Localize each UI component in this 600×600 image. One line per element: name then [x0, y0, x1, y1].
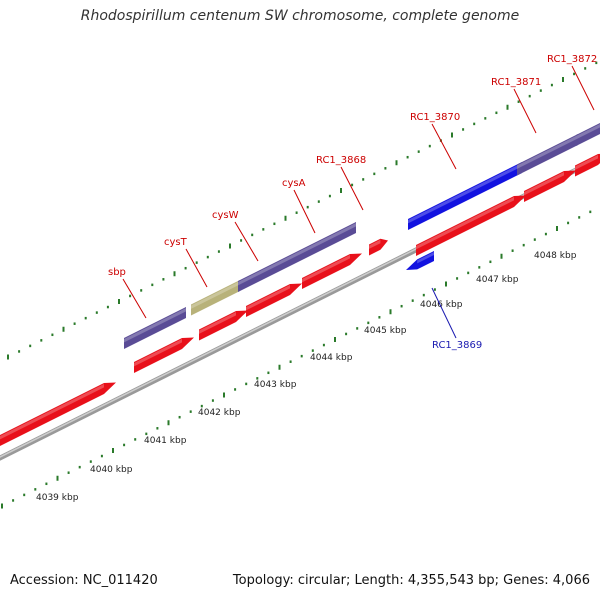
scale-label: 4039 kbp [36, 493, 79, 503]
cds-cysW-highlight [246, 285, 290, 311]
gene-cysA [296, 222, 356, 263]
gene-label-RC1_3872: RC1_3872 [547, 54, 597, 65]
cds-RC1_3868 [369, 238, 388, 256]
gene-label-cysA: cysA [282, 178, 306, 189]
scale-label: 4044 kbp [310, 353, 353, 363]
gene-RC1_3869-highlight [417, 252, 434, 264]
cds-left-large-body [0, 382, 116, 446]
gene-label-RC1_3870: RC1_3870 [410, 112, 460, 123]
gene-RC1_3871-body [517, 134, 578, 176]
cds-RC1_3872 [575, 153, 600, 177]
lower-tick-track [1, 210, 592, 509]
gene-label-leader-sbp [122, 278, 147, 319]
genome-summary-text: Topology: circular; Length: 4,355,543 bp… [232, 573, 590, 588]
gene-RC1_3869 [406, 251, 434, 270]
upper-tick-track [7, 61, 598, 360]
gene-cysT-highlight [191, 281, 240, 309]
gene-label-leader-RC1_3871 [513, 88, 537, 134]
scale-label: 4041 kbp [144, 436, 187, 446]
gene-sbp [124, 307, 186, 349]
map-title: Rhodospirillum centenum SW chromosome, c… [80, 8, 520, 24]
cds-sbp-highlight [134, 339, 182, 367]
cds-left-large [0, 382, 116, 446]
gene-label-RC1_3871: RC1_3871 [491, 77, 541, 88]
scale-label: 4047 kbp [476, 275, 519, 285]
gene-label-leader-RC1_3869 [431, 287, 457, 339]
cds-RC1_3870-highlight [416, 197, 514, 250]
cds-RC1_3872-body [575, 153, 600, 177]
gene-RC1_3872-body [576, 123, 600, 146]
cds-RC1_3871-highlight [524, 172, 564, 196]
gene-label-RC1_3869: RC1_3869 [432, 340, 482, 351]
gene-label-leader-cysA [293, 189, 316, 234]
scale-label: 4045 kbp [364, 326, 407, 336]
cds-RC1_3868-highlight [369, 239, 381, 249]
gene-cysT [191, 280, 240, 316]
gene-sbp-highlight [124, 308, 186, 343]
cds-RC1_3870 [416, 195, 526, 256]
cds-cysW [246, 283, 302, 317]
gene-sbp-body [124, 307, 186, 349]
gene-label-leader-cysW [234, 221, 259, 262]
gene-RC1_3870-highlight [408, 163, 522, 224]
cds-RC1_3871 [524, 170, 576, 202]
gene-label-leader-RC1_3872 [571, 65, 595, 111]
gene-label-cysW: cysW [212, 210, 239, 221]
scale-label: 4040 kbp [90, 465, 133, 475]
accession-text: Accession: NC_011420 [10, 573, 158, 588]
gene-cysA-highlight [296, 223, 356, 257]
gene-label-leader-RC1_3868 [340, 166, 364, 211]
gene-RC1_3871-highlight [517, 135, 578, 169]
cds-cysT [199, 310, 248, 341]
scale-label: 4048 kbp [534, 251, 577, 261]
gene-RC1_3872-highlight [576, 124, 600, 140]
cds-sbp [134, 337, 194, 373]
gene-cysW-body [238, 252, 296, 292]
cds-RC1_3868-body [369, 238, 388, 256]
gene-RC1_3870 [408, 162, 522, 230]
scale-label: 4043 kbp [254, 380, 297, 390]
scale-label: 4046 kbp [420, 300, 463, 310]
cds-cysW-body [246, 283, 302, 317]
gene-RC1_3871 [517, 134, 578, 176]
gene-cysW-highlight [238, 253, 296, 286]
cds-RC1_3872-highlight [575, 155, 598, 170]
gene-label-leader-cysT [185, 248, 208, 288]
cds-RC1_3871-body [524, 170, 576, 202]
cds-cysT-body [199, 310, 248, 341]
cds-cysA-highlight [302, 255, 350, 283]
gene-label-RC1_3868: RC1_3868 [316, 155, 366, 166]
gene-cysA-body [296, 222, 356, 263]
gene-label-sbp: sbp [108, 267, 126, 278]
gene-cysW [238, 252, 296, 292]
cds-sbp-body [134, 337, 194, 373]
gene-RC1_3869-body [406, 251, 434, 270]
cds-left-large-highlight [0, 384, 104, 440]
gene-RC1_3872 [576, 123, 600, 146]
cds-cysA [302, 253, 362, 289]
scale-label: 4042 kbp [198, 408, 241, 418]
cds-RC1_3870-body [416, 195, 526, 256]
cds-cysT-highlight [199, 312, 236, 334]
cds-cysA-body [302, 253, 362, 289]
gene-RC1_3870-body [408, 162, 522, 230]
gene-cysT-body [191, 280, 240, 316]
gene-label-leader-RC1_3870 [431, 123, 457, 170]
gene-label-cysT: cysT [164, 237, 188, 248]
